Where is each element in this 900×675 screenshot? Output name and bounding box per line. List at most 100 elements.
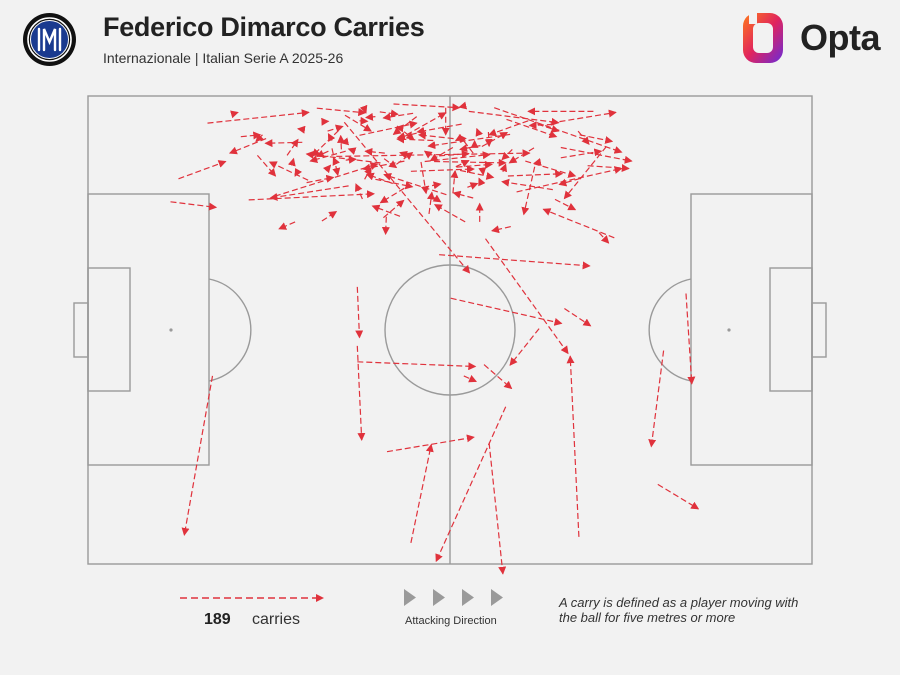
left-penalty-arc bbox=[208, 278, 252, 382]
carry-arrow bbox=[379, 109, 399, 118]
carry-arrow bbox=[459, 169, 495, 180]
carry-arrow bbox=[207, 109, 310, 124]
carry-arrow bbox=[478, 177, 486, 187]
carry-arrow bbox=[558, 177, 581, 187]
right-penalty-area bbox=[690, 193, 813, 466]
carry-arrow bbox=[379, 187, 405, 204]
right-goal bbox=[811, 302, 827, 358]
carry-arrow bbox=[587, 164, 630, 173]
left-penalty-area bbox=[87, 193, 210, 466]
carry-arrow bbox=[458, 134, 474, 154]
carry-arrow bbox=[327, 124, 344, 133]
carry-arrow bbox=[494, 107, 623, 154]
carry-arrow bbox=[399, 150, 411, 159]
centre-circle bbox=[384, 264, 516, 396]
carry-arrow bbox=[485, 238, 569, 355]
carry-arrow bbox=[648, 350, 665, 448]
pitch-markings bbox=[73, 95, 827, 565]
carry-arrow bbox=[343, 121, 471, 274]
page-subtitle: Internazionale | Italian Serie A 2025-26 bbox=[103, 50, 344, 66]
carry-arrow bbox=[340, 137, 350, 146]
carry-arrow bbox=[230, 110, 239, 119]
carry-arrow bbox=[563, 146, 607, 200]
carry-arrows bbox=[170, 101, 700, 575]
carry-arrow bbox=[488, 120, 529, 137]
right-penalty-spot bbox=[727, 328, 731, 332]
carry-arrow bbox=[359, 120, 418, 136]
carry-arrow bbox=[598, 232, 610, 244]
left-goal bbox=[73, 302, 89, 358]
carry-arrow bbox=[337, 134, 346, 150]
carry-arrow bbox=[507, 169, 564, 178]
carry-arrow bbox=[228, 138, 267, 155]
carry-arrow bbox=[516, 166, 623, 193]
carry-arrow bbox=[433, 204, 466, 223]
carry-arrow bbox=[344, 114, 372, 132]
carry-arrow bbox=[331, 148, 341, 177]
carry-arrow bbox=[566, 355, 580, 537]
carry-arrow bbox=[240, 131, 262, 140]
carry-arrow bbox=[347, 147, 357, 155]
carry-arrow bbox=[305, 150, 381, 164]
carry-arrow bbox=[355, 183, 363, 200]
carry-arrow bbox=[364, 147, 385, 156]
carry-arrow bbox=[483, 364, 513, 390]
right-six-yard-box bbox=[769, 267, 813, 392]
carry-arrow bbox=[357, 361, 477, 371]
carry-arrow bbox=[406, 112, 447, 136]
carry-arrow bbox=[458, 101, 468, 110]
carry-arrow bbox=[382, 112, 414, 121]
carry-arrow bbox=[468, 110, 560, 126]
carry-arrow bbox=[501, 148, 513, 161]
carry-arrow bbox=[321, 211, 338, 222]
carry-arrow bbox=[478, 167, 487, 176]
carry-arrow bbox=[423, 181, 442, 190]
carry-arrow bbox=[554, 198, 577, 211]
carry-arrow bbox=[365, 172, 394, 185]
carry-arrow bbox=[435, 406, 507, 563]
carry-arrow bbox=[463, 374, 478, 383]
carry-arrow bbox=[364, 166, 372, 180]
carry-arrow bbox=[386, 434, 475, 453]
carry-arrow bbox=[274, 162, 379, 197]
carry-arrow bbox=[315, 149, 329, 158]
attacking-direction-label: Attacking Direction bbox=[405, 615, 497, 627]
left-six-yard-box bbox=[87, 267, 131, 392]
carry-arrow bbox=[521, 166, 536, 216]
carry-arrow bbox=[450, 297, 563, 326]
carry-arrow bbox=[268, 161, 309, 181]
carry-arrow bbox=[392, 116, 418, 136]
carry-arrow bbox=[560, 146, 633, 164]
carry-arrow bbox=[264, 139, 303, 148]
carry-arrow bbox=[359, 116, 369, 125]
carry-arrow bbox=[452, 190, 474, 199]
carry-arrow bbox=[375, 178, 414, 190]
carry-arrow bbox=[499, 163, 507, 173]
carry-arrow bbox=[420, 161, 429, 195]
carry-arrow bbox=[362, 160, 405, 172]
carry-arrow bbox=[365, 112, 376, 121]
carry-arrow bbox=[657, 483, 700, 510]
opta-wordmark: Opta bbox=[800, 17, 881, 58]
carry-arrow bbox=[427, 133, 511, 150]
carry-arrow bbox=[439, 254, 591, 270]
carry-arrow bbox=[454, 133, 464, 142]
carry-arrow bbox=[294, 167, 303, 177]
carry-arrow bbox=[533, 158, 542, 166]
carry-arrow bbox=[550, 109, 617, 124]
carry-arrow bbox=[508, 147, 535, 164]
carry-arrow bbox=[429, 146, 454, 162]
carry-arrow bbox=[542, 208, 615, 239]
right-penalty-arc bbox=[648, 278, 692, 382]
carry-arrow bbox=[416, 123, 462, 135]
carry-arrow bbox=[560, 148, 603, 159]
attacking-direction-icon bbox=[404, 589, 503, 606]
carry-arrow bbox=[309, 150, 346, 164]
carry-arrow bbox=[491, 225, 511, 234]
carry-arrow bbox=[278, 221, 296, 230]
carry-definition-note: A carry is defined as a player moving wi… bbox=[559, 595, 799, 625]
carry-arrow bbox=[383, 158, 398, 169]
carry-arrow bbox=[269, 185, 349, 201]
carry-arrow bbox=[356, 345, 366, 441]
